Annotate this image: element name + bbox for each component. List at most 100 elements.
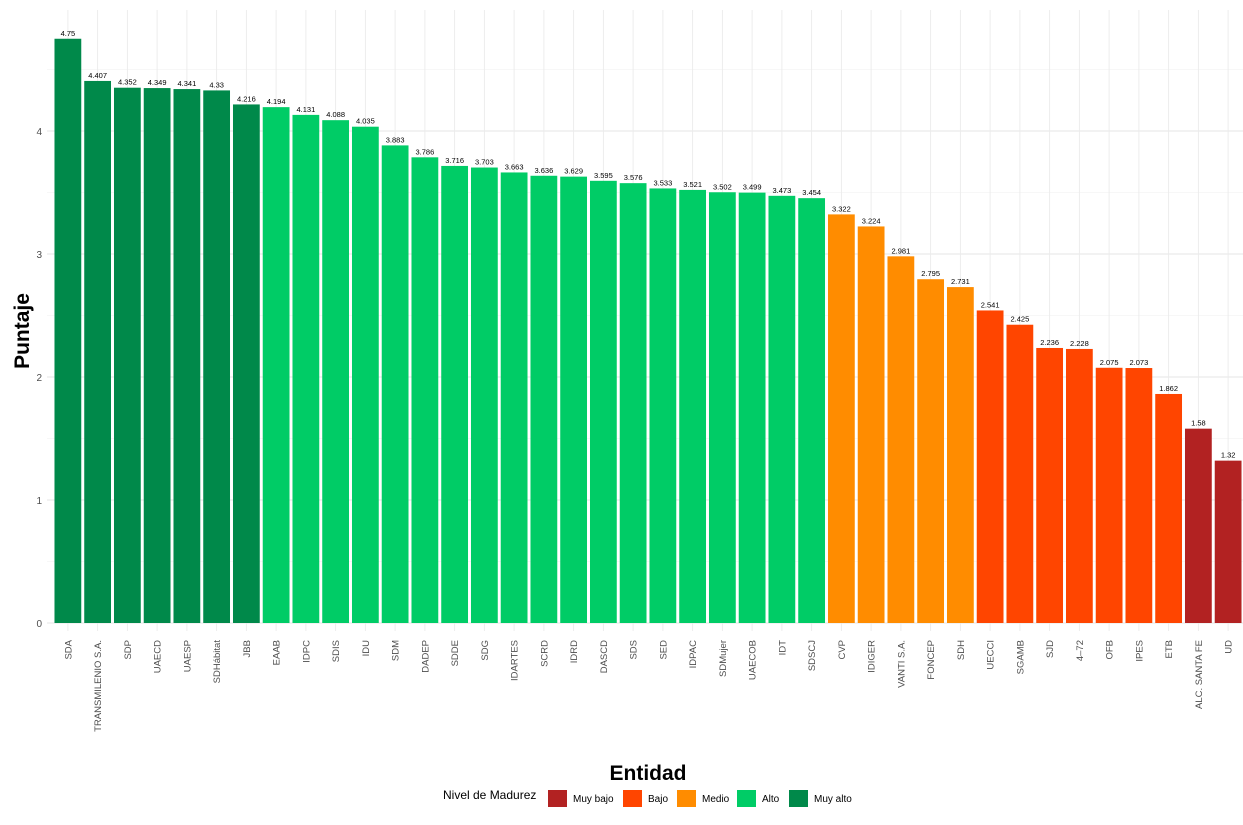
- bar: [738, 192, 766, 624]
- bar: [589, 180, 617, 623]
- x-tick-label: SDH: [956, 640, 967, 660]
- x-tick-label: TRANSMILENIO S.A.: [93, 640, 104, 732]
- bar-value-label: 3.595: [594, 171, 613, 180]
- bar: [917, 279, 945, 623]
- bar: [203, 90, 231, 623]
- bar: [470, 167, 498, 623]
- bar-value-label: 4.216: [237, 94, 256, 103]
- bars: [54, 38, 1242, 624]
- legend-label: Medio: [702, 794, 730, 805]
- bar-value-label: 4.407: [88, 71, 107, 80]
- y-tick-label: 2: [36, 373, 42, 384]
- bar-value-label: 1.32: [1221, 451, 1236, 460]
- legend-title: Nivel de Madurez: [443, 788, 536, 802]
- bar: [84, 80, 112, 623]
- bar: [1214, 460, 1242, 623]
- bar-value-label: 2.236: [1040, 338, 1059, 347]
- bar-value-label: 3.786: [415, 147, 434, 156]
- bar: [619, 183, 647, 624]
- y-tick-label: 1: [36, 496, 42, 507]
- bar: [441, 165, 469, 623]
- x-tick-label: DASCD: [599, 640, 610, 673]
- x-tick-label: SDSCJ: [807, 640, 818, 671]
- x-tick-label: SJD: [1045, 640, 1056, 658]
- legend-swatch: [737, 790, 756, 807]
- bar: [827, 214, 855, 624]
- bar: [143, 88, 171, 623]
- bar: [798, 198, 826, 623]
- x-tick-label: SED: [658, 640, 669, 660]
- x-tick-label: IDRD: [569, 640, 580, 663]
- bar-value-label: 3.473: [772, 186, 791, 195]
- bar: [322, 120, 350, 624]
- bar-value-label: 3.576: [624, 173, 643, 182]
- x-tick-label: IDU: [361, 640, 372, 657]
- x-tick-label: OFB: [1105, 640, 1116, 660]
- x-tick-label: UAECOB: [748, 640, 759, 680]
- bar-value-label: 3.883: [386, 135, 405, 144]
- bar: [1125, 368, 1153, 623]
- bar: [887, 256, 915, 623]
- y-axis-title: Puntaje: [11, 293, 34, 369]
- bar-value-label: 3.716: [445, 156, 464, 165]
- x-tick-label: VANTI S.A.: [896, 640, 907, 688]
- bar-value-label: 2.731: [951, 277, 970, 286]
- bar: [768, 195, 796, 624]
- legend-label: Muy bajo: [573, 794, 614, 805]
- bar: [1036, 347, 1064, 623]
- bar: [1065, 348, 1093, 623]
- y-axis-ticks: 0 1 2 3 4: [36, 127, 42, 630]
- x-tick-label: IDT: [777, 640, 788, 656]
- x-tick-label: SDA: [63, 639, 74, 659]
- bar: [976, 310, 1004, 623]
- bar: [262, 107, 290, 623]
- x-tick-label: JBB: [242, 640, 253, 657]
- x-tick-label: UECCI: [986, 640, 997, 670]
- bar-value-label: 3.636: [534, 166, 553, 175]
- bar-value-label: 2.795: [921, 269, 940, 278]
- bar-value-label: 2.981: [891, 246, 910, 255]
- legend-items: Muy bajo Bajo Medio Alto Muy alto: [548, 790, 852, 807]
- x-tick-label: EAAB: [272, 640, 283, 665]
- x-tick-label: DADEP: [420, 640, 431, 673]
- bar: [1095, 367, 1123, 623]
- legend-label: Muy alto: [814, 794, 852, 805]
- bar-value-label: 3.499: [743, 183, 762, 192]
- x-tick-label: IDPAC: [688, 640, 699, 668]
- x-tick-label: IDPC: [301, 640, 312, 663]
- bar-value-label: 3.322: [832, 204, 851, 213]
- x-tick-label: UAESP: [182, 640, 193, 672]
- x-tick-label: 4–72: [1075, 640, 1086, 661]
- bar-value-label: 4.088: [326, 110, 345, 119]
- bar-value-label: 4.341: [177, 79, 196, 88]
- bar: [292, 114, 320, 624]
- bar-value-label: 4.194: [267, 97, 286, 106]
- bar-value-label: 3.454: [802, 188, 821, 197]
- legend-swatch: [548, 790, 567, 807]
- bar-value-label: 4.352: [118, 78, 137, 87]
- bar-value-label: 2.073: [1129, 358, 1148, 367]
- x-tick-label: SDS: [629, 640, 640, 660]
- bar: [232, 104, 260, 623]
- bar: [649, 188, 677, 624]
- bar: [1155, 393, 1183, 623]
- legend-label: Bajo: [648, 794, 668, 805]
- y-tick-label: 4: [36, 127, 42, 138]
- bar: [1006, 324, 1034, 623]
- x-tick-label: UAECD: [153, 640, 164, 673]
- legend-swatch: [623, 790, 642, 807]
- bar: [857, 226, 885, 623]
- x-tick-label: SDHábitat: [212, 640, 223, 684]
- legend: Nivel de Madurez Muy bajo Bajo Medio Alto Mu…: [443, 788, 852, 807]
- bar-value-label: 4.131: [296, 105, 315, 114]
- bar: [708, 192, 736, 623]
- x-tick-label: FONCEP: [926, 640, 937, 680]
- bar: [381, 145, 409, 624]
- bar: [351, 126, 379, 623]
- value-labels: 4.75 4.407 4.352 4.349 4.341 4.33 4.216 4.194 4.…: [61, 29, 1236, 460]
- x-tick-label: SDMujer: [718, 640, 729, 677]
- x-tick-label: ETB: [1164, 640, 1175, 658]
- bar-value-label: 2.541: [981, 300, 1000, 309]
